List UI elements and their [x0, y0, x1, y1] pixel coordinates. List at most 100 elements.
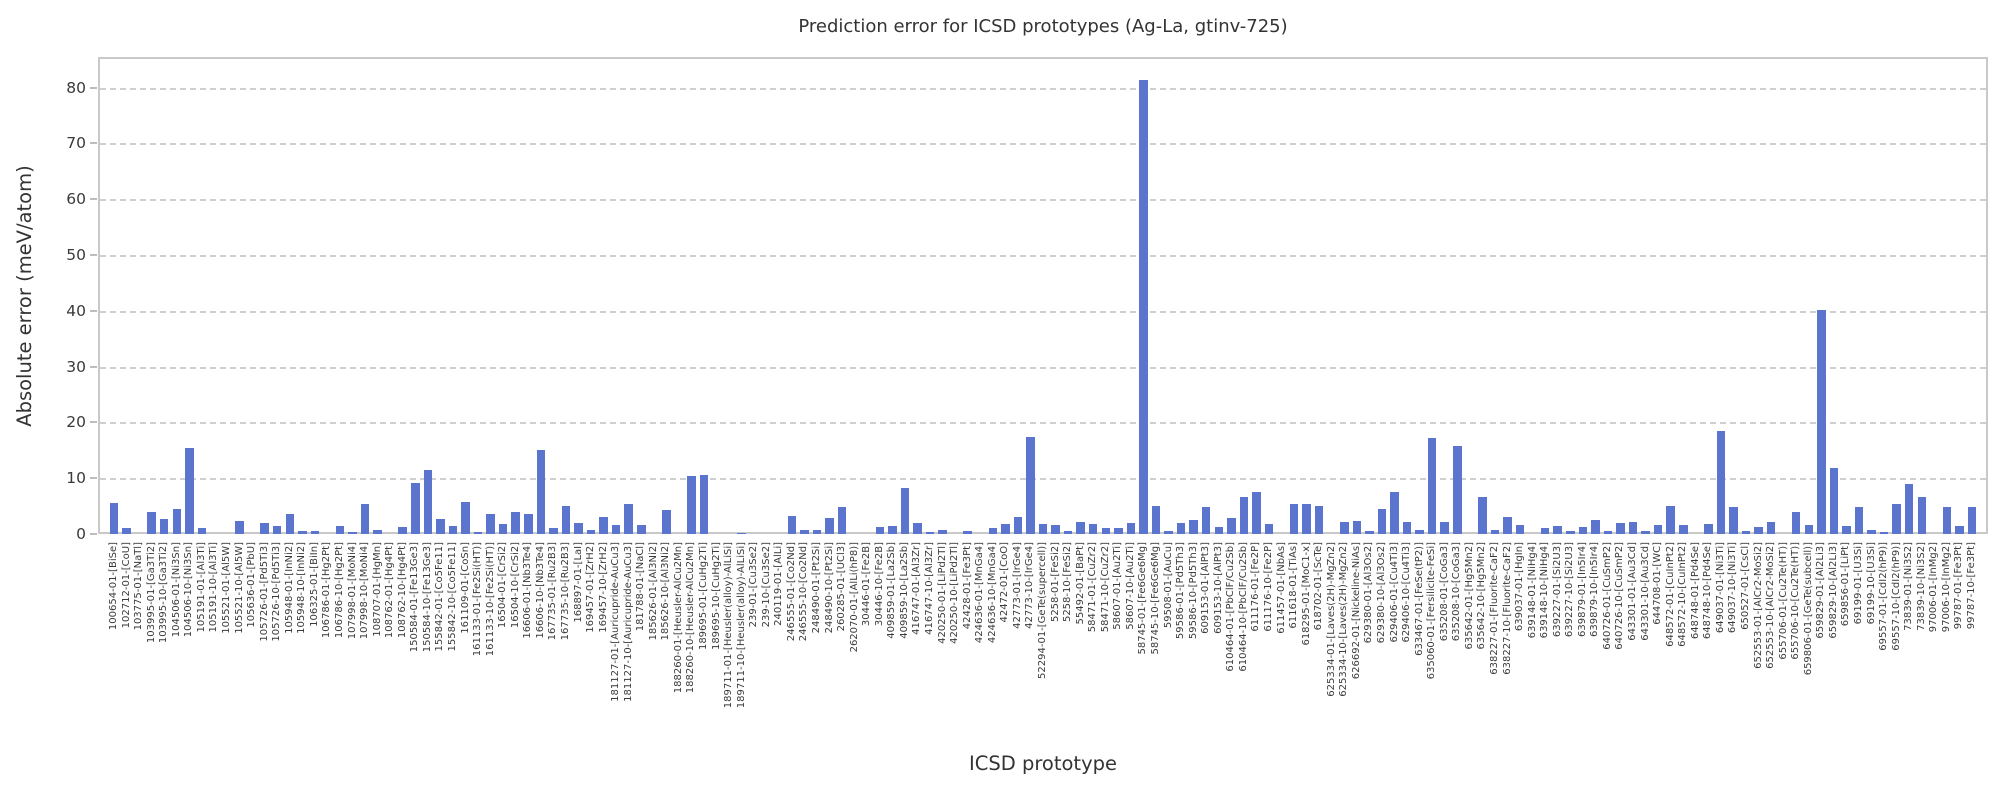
y-tick-label: 20	[66, 413, 86, 432]
x-tick-label: 103995-01-[Ga3Ti2]	[145, 542, 157, 644]
x-tick-label: 52294-01-[GeTe(supercell)]	[1037, 542, 1048, 679]
x-tick-label: 240119-01-[AlLi]	[773, 542, 785, 626]
x-tick-label: 42773-10-[IrGe4]	[1024, 542, 1036, 629]
bar	[1591, 520, 1600, 534]
x-tick-label: 105726-01-[Pd5Ti3]	[258, 542, 270, 642]
bar	[1955, 525, 1964, 534]
bar	[1603, 530, 1613, 534]
x-tick-label: 610464-01-[PbClF/Cu2Sb]	[1225, 542, 1237, 672]
x-tick-label: 108707-01-[HgMn]	[371, 542, 383, 637]
x-tick-label: 188260-10-[Heusler-AlCu2Mn]	[685, 542, 697, 694]
bar	[1214, 526, 1223, 534]
bar	[1917, 496, 1927, 534]
bar	[373, 530, 382, 534]
bar	[1026, 437, 1035, 534]
x-tick-label: 97006-01-[InMg2]	[1928, 542, 1940, 633]
x-tick-label: 629380-01-[Al3Os2]	[1363, 542, 1375, 644]
bar	[1126, 523, 1136, 534]
x-tick-label: 16504-01-[CrSi2]	[497, 542, 509, 629]
bar	[486, 513, 495, 534]
x-tick-label: 99787-10-[Fe3Pt]	[1966, 542, 1977, 630]
bar	[1904, 484, 1914, 534]
y-tick-label: 40	[66, 301, 86, 320]
x-tick-label: 16504-10-[CrSi2]	[509, 542, 521, 629]
bar	[988, 527, 998, 534]
bar	[1189, 520, 1198, 534]
x-tick-label: 104506-10-[Ni3Sn]	[183, 542, 195, 638]
x-tick-label: 155842-01-[Co5Fe11]	[434, 542, 446, 652]
x-tick-label: 104506-01-[Ni3Sn]	[170, 542, 182, 638]
bar	[687, 475, 696, 534]
gridline-y-40	[100, 310, 1986, 313]
x-tick-label: 103995-10-[Ga3Ti2]	[158, 542, 170, 644]
bar	[285, 514, 294, 534]
bar	[1340, 522, 1349, 534]
bar	[197, 528, 207, 534]
x-tick-label: 650527-01-[CsCl]	[1740, 542, 1752, 630]
y-tick-label: 60	[66, 190, 86, 209]
x-tick-label: 58471-01-[CuZr2]	[1087, 542, 1099, 633]
bar	[1791, 512, 1801, 534]
bar	[1478, 497, 1487, 534]
x-tick-label: 629380-10-[Al3Os2]	[1375, 542, 1387, 644]
bar	[938, 529, 947, 534]
x-tick-label: 635208-10-[CoGa3]	[1451, 542, 1463, 642]
x-tick-label: 168897-01-[LaI]	[572, 542, 584, 623]
x-tick-label: 16606-01-[Nb3Te4]	[522, 542, 534, 639]
x-tick-label: 107998-10-[MoNi4]	[359, 542, 371, 640]
bar	[812, 529, 822, 534]
x-tick-label: 609153-10-[AlPt3]	[1212, 542, 1224, 634]
x-tick-label: 105191-01-[Al3Ti]	[195, 542, 207, 633]
bar	[900, 487, 910, 534]
y-tick-mark	[90, 421, 97, 424]
x-tick-label: 188260-01-[Heusler-AlCu2Mn]	[672, 542, 684, 694]
x-tick-label: 185626-10-[Al3Ni2]	[660, 542, 672, 641]
x-tick-label: 420250-10-[LiPd2Tl]	[949, 542, 961, 644]
bar	[360, 503, 370, 534]
bar	[1164, 530, 1173, 534]
x-tick-label: 649037-10-[Ni3Ti]	[1727, 542, 1739, 634]
x-tick-label: 635642-10-[Hg5Mn2]	[1476, 542, 1488, 650]
x-tick-label: 69557-10-[CdI2(hP9)]	[1890, 542, 1902, 651]
bar	[1641, 530, 1650, 534]
x-tick-label: 5258-10-[FeSi2]	[1062, 542, 1074, 623]
bar	[235, 520, 244, 534]
y-tick-label: 80	[66, 78, 86, 97]
x-tick-label: 409859-10-[La2Sb]	[898, 542, 910, 639]
x-tick-label: 239-10-[Cu3Se2]	[760, 542, 772, 628]
bar	[1578, 527, 1588, 534]
bar	[599, 517, 608, 534]
x-tick-label: 648572-01-[CuInPt2]	[1664, 542, 1676, 647]
x-tick-label: 42472-01-[CoO]	[999, 542, 1011, 623]
y-tick-mark	[90, 198, 97, 201]
x-tick-label: 167735-01-[Ru2B3]	[547, 542, 559, 641]
x-tick-label: 73839-10-[Ni3S2]	[1915, 542, 1927, 631]
y-tick-mark	[90, 254, 97, 257]
x-tick-label: 648748-10-[Pd4Se]	[1702, 542, 1714, 640]
bar	[298, 531, 307, 534]
y-tick-mark	[90, 142, 97, 145]
bar	[1227, 517, 1236, 534]
x-tick-label: 58745-01-[Fe6Ge6Mg]	[1137, 542, 1149, 655]
x-tick-label: 638227-10-[Fluorite-CaF2]	[1501, 542, 1513, 675]
y-tick-label: 0	[76, 525, 86, 543]
bar	[1415, 530, 1424, 534]
bar	[637, 524, 646, 534]
bar	[260, 522, 269, 534]
x-tick-label: 105948-01-[InNi2]	[283, 542, 295, 634]
x-tick-label: 181127-10-[Auricupride-AuCu3]	[622, 542, 634, 702]
bar	[1754, 527, 1763, 534]
bar	[461, 501, 470, 534]
x-tick-label: 640726-01-[CuSmP2]	[1601, 542, 1613, 650]
x-tick-label: 181788-01-[NaCl]	[635, 542, 647, 632]
x-tick-label: 640726-10-[CuSmP2]	[1614, 542, 1626, 650]
bar	[574, 523, 583, 534]
x-tick-label: 58607-10-[Au2Ti]	[1124, 542, 1136, 630]
x-tick-label: 633467-01-[FeSe(tP2)]	[1413, 542, 1425, 656]
gridline-y-80	[100, 87, 1986, 90]
gridline-y-70	[100, 143, 1986, 146]
x-tick-label: 609153-01-[AlPt3]	[1200, 542, 1212, 634]
x-tick-label: 105726-10-[Pd5Ti3]	[271, 542, 283, 642]
bar	[787, 515, 797, 534]
bar	[1289, 504, 1299, 534]
